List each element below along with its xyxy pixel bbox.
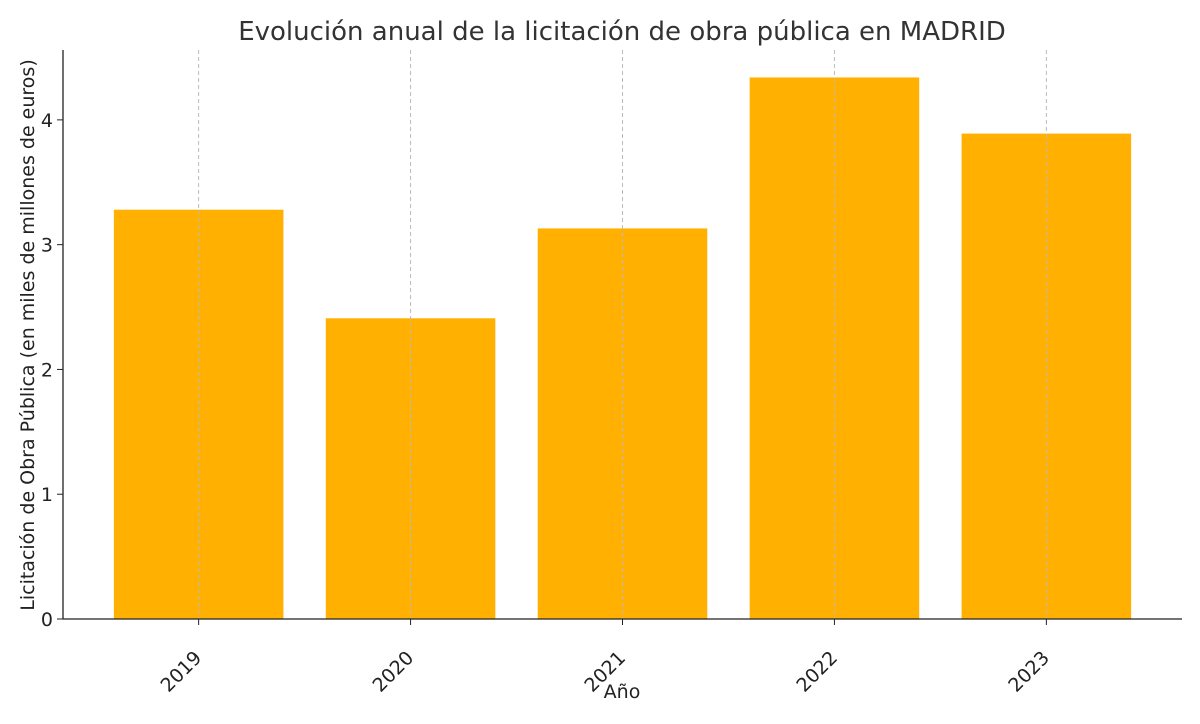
x-tick-label: 2022 [792, 647, 842, 697]
y-tick-label: 2 [41, 359, 53, 381]
x-tick-label: 2019 [157, 647, 207, 697]
chart-title: Evolución anual de la licitación de obra… [238, 17, 1006, 47]
y-tick-label: 4 [41, 110, 53, 132]
bar-2020 [325, 318, 496, 619]
x-axis-label: Año [604, 681, 641, 703]
y-tick-label: 1 [41, 484, 53, 506]
y-tick-label: 3 [41, 235, 53, 257]
x-tick-label: 2023 [1004, 647, 1054, 697]
y-axis-label: Licitación de Obra Pública (en miles de … [17, 59, 39, 610]
y-tick-label: 0 [41, 609, 53, 631]
x-tick-label: 2020 [368, 647, 418, 697]
